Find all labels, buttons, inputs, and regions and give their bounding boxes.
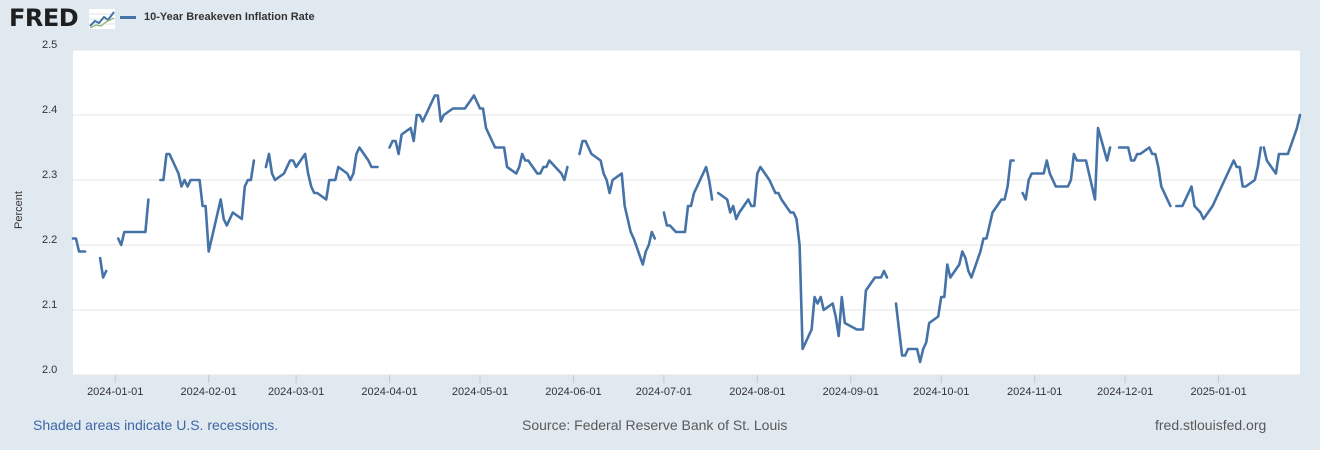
x-tick-label: 2024-08-01 bbox=[729, 386, 785, 398]
series-line bbox=[894, 159, 1015, 364]
x-tick-label: 2024-02-01 bbox=[181, 386, 237, 398]
line-chart[interactable]: 2.02.12.22.32.42.5 2024-01-01 2024-02-01 2… bbox=[0, 0, 1320, 410]
series-line bbox=[662, 165, 714, 234]
x-tick-label: 2024-12-01 bbox=[1097, 386, 1153, 398]
x-tick-label: 2024-06-01 bbox=[545, 386, 601, 398]
series-line bbox=[71, 237, 87, 253]
series-line bbox=[98, 256, 108, 279]
site-link[interactable]: fred.stlouisfed.org bbox=[1155, 417, 1267, 433]
recession-note[interactable]: Shaded areas indicate U.S. recessions. bbox=[33, 417, 279, 433]
series-line bbox=[578, 139, 657, 266]
legend-swatch bbox=[120, 15, 136, 19]
series-lines bbox=[71, 94, 1302, 364]
chart-legend[interactable]: 10-Year Breakeven Inflation Rate bbox=[120, 11, 315, 23]
chart-header: FRED 10-Year Breakeven Inflation Rate bbox=[0, 0, 1320, 40]
y-axis-ticks: 2.0 2.1 2.2 2.3 2.4 2.5 bbox=[42, 39, 57, 376]
series-line bbox=[1262, 113, 1302, 175]
series-line bbox=[1175, 146, 1263, 221]
series-line bbox=[159, 152, 256, 253]
y-tick-label: 2.2 bbox=[42, 234, 57, 246]
x-tick-label: 2024-09-01 bbox=[823, 386, 879, 398]
series-line bbox=[264, 146, 379, 201]
series-line bbox=[716, 165, 889, 351]
series-line bbox=[1021, 126, 1112, 201]
y-tick-label: 2.4 bbox=[42, 104, 57, 116]
y-tick-label: 2.0 bbox=[42, 364, 57, 376]
y-axis-title: Percent bbox=[13, 191, 25, 229]
y-tick-label: 2.3 bbox=[42, 169, 57, 181]
x-tick-label: 2024-04-01 bbox=[361, 386, 417, 398]
legend-label: 10-Year Breakeven Inflation Rate bbox=[144, 11, 315, 23]
x-tick-label: 2024-05-01 bbox=[452, 386, 508, 398]
series-line bbox=[1117, 146, 1172, 208]
x-tick-label: 2024-10-01 bbox=[913, 386, 969, 398]
x-tick-label: 2024-11-01 bbox=[1007, 386, 1062, 398]
x-tick-label: 2024-07-01 bbox=[636, 386, 692, 398]
fred-logo[interactable]: FRED bbox=[9, 4, 79, 32]
series-line bbox=[116, 198, 150, 247]
x-tick-label: 2024-01-01 bbox=[87, 386, 143, 398]
y-tick-label: 2.5 bbox=[42, 39, 57, 51]
y-tick-label: 2.1 bbox=[42, 299, 57, 311]
source-note: Source: Federal Reserve Bank of St. Loui… bbox=[522, 417, 788, 433]
series-line bbox=[388, 94, 569, 182]
gridlines bbox=[73, 49, 1300, 376]
x-tick-label: 2025-01-01 bbox=[1190, 386, 1246, 398]
line-graph-icon bbox=[89, 9, 115, 29]
x-axis-ticks: 2024-01-01 2024-02-01 2024-03-01 2024-04-01… bbox=[87, 375, 1247, 398]
x-tick-label: 2024-03-01 bbox=[268, 386, 324, 398]
